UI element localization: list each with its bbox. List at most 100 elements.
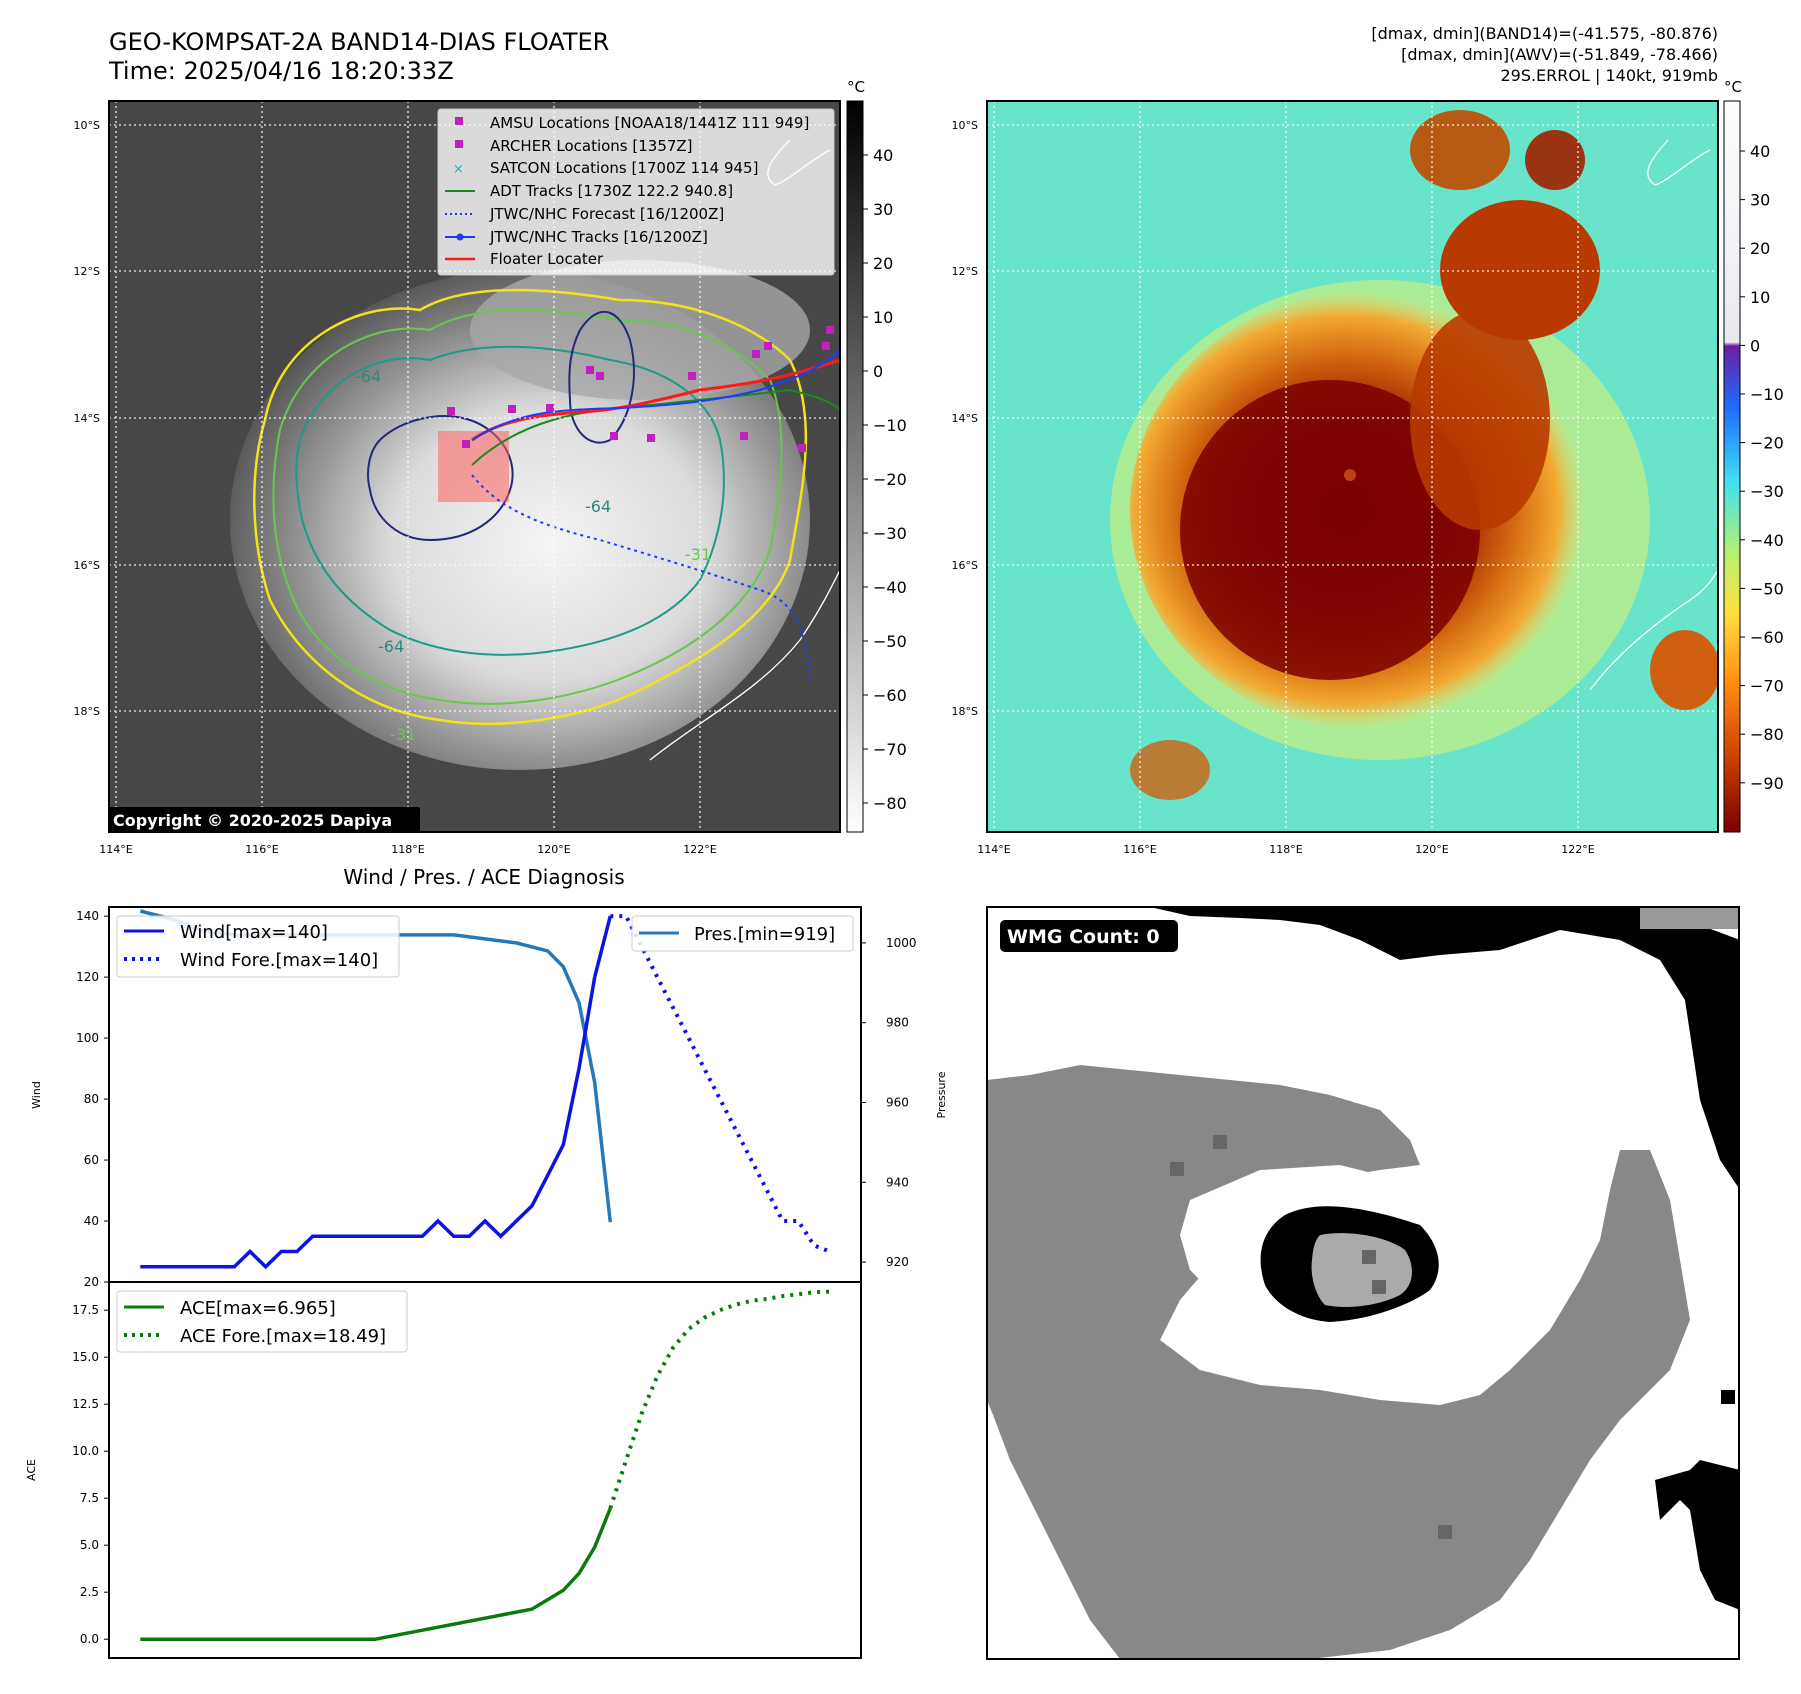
wmg-dark-pixel	[1438, 1525, 1452, 1539]
left-colorbar-ticks: 40 30 20 10 0 −10 −20 −30 −40 −50 −60 −70 −80	[863, 146, 907, 813]
contour-teal	[295, 345, 725, 656]
legend-archer-marker	[455, 140, 463, 148]
legend-wind: Wind[max=140]	[180, 922, 328, 943]
legend-satcon: SATCON Locations [1700Z 114 945]	[490, 159, 758, 177]
diagnosis-title: Wind / Pres. / ACE Diagnosis	[343, 865, 624, 889]
wind-tick-label: 100	[76, 1031, 99, 1045]
contour-navy	[367, 415, 514, 542]
colorbar-tick-label: −20	[873, 470, 907, 489]
lon-label: 122°E	[683, 843, 716, 856]
wind-tick-label: 40	[84, 1214, 99, 1228]
contour-label: -64	[585, 497, 611, 516]
lon-label: 120°E	[1415, 843, 1448, 856]
legend-amsu-marker	[455, 117, 463, 125]
lat-label: 10°S	[74, 119, 100, 132]
colorbar-tick-label: 40	[1750, 142, 1770, 161]
coastline-right	[1589, 569, 1718, 691]
colorbar-tick-label: −80	[873, 794, 907, 813]
colorbar-tick-label: −50	[873, 632, 907, 651]
wind-line-end	[593, 915, 612, 978]
colorbar-tick-label: −60	[873, 686, 907, 705]
figure-time: Time: 2025/04/16 18:20:33Z	[108, 57, 454, 85]
lon-label: 116°E	[245, 843, 278, 856]
colorbar-tick-label: 30	[873, 200, 893, 219]
wmg-black-pixel	[1721, 1390, 1735, 1404]
ace-legend: ACE[max=6.965] ACE Fore.[max=18.49]	[116, 1290, 408, 1353]
ace-tick-label: 0.0	[80, 1632, 99, 1646]
colorbar-tick-label: 20	[873, 254, 893, 273]
right-map-gridlines	[987, 101, 1718, 832]
wmg-gray-region	[987, 1065, 1690, 1659]
colorbar-tick-label: −50	[1750, 579, 1784, 598]
colorbar-tick-label: 10	[1750, 288, 1770, 307]
ace-tick-label: 15.0	[72, 1350, 99, 1364]
header-stat-line-2: [dmax, dmin](AWV)=(-51.849, -78.466)	[1401, 45, 1718, 64]
legend-wind-fore: Wind Fore.[max=140]	[180, 950, 378, 971]
wind-tick-label: 20	[84, 1275, 99, 1289]
left-map-lat-labels: 10°S 12°S 14°S 16°S 18°S	[74, 119, 100, 718]
ace-forecast-line	[608, 1289, 830, 1509]
lon-label: 114°E	[99, 843, 132, 856]
wmg-dark-pixel	[1213, 1135, 1227, 1149]
colorbar-tick-label: 10	[873, 308, 893, 327]
colorbar-tick-label: −40	[873, 578, 907, 597]
lat-label: 18°S	[952, 705, 978, 718]
ace-tick-label: 5.0	[80, 1538, 99, 1552]
wind-legend: Wind[max=140] Wind Fore.[max=140]	[116, 915, 400, 978]
lat-label: 14°S	[952, 412, 978, 425]
ace-series	[140, 1289, 830, 1641]
dias-map-panel: 10°S 12°S 14°S 16°S 18°S 114°E 116°E 118…	[952, 78, 1784, 856]
colorbar-tick-label: 20	[1750, 239, 1770, 258]
legend-pres: Pres.[min=919]	[694, 924, 835, 945]
colorbar-tick-label: −70	[1750, 677, 1784, 696]
ace-tick-label: 12.5	[72, 1397, 99, 1411]
pressure-tick-label: 960	[886, 1095, 909, 1109]
colorbar-unit: °C	[847, 78, 865, 96]
lat-label: 16°S	[74, 559, 100, 572]
contour-label: -64	[378, 637, 404, 656]
wmg-gray-corner	[1640, 907, 1739, 929]
ace-tick-label: 7.5	[80, 1491, 99, 1505]
legend-amsu: AMSU Locations [NOAA18/1441Z 111 949]	[490, 114, 809, 132]
pressure-axis-label: Pressure	[935, 1071, 948, 1118]
left-colorbar: °C 40 30 20 10 0 −10 −20 −30 −40 −50 −60 −70 −80	[846, 78, 907, 833]
pressure-tick-label: 940	[886, 1175, 909, 1189]
wmg-eye-gray	[1311, 1233, 1412, 1307]
lon-label: 118°E	[1269, 843, 1302, 856]
legend-ace-fore: ACE Fore.[max=18.49]	[180, 1326, 386, 1347]
right-map-lon-labels: 114°E 116°E 118°E 120°E 122°E	[977, 843, 1594, 856]
wmg-panel: WMG Count: 0	[986, 906, 1740, 1660]
track-jtwc-forecast	[471, 474, 811, 681]
map-legend: AMSU Locations [NOAA18/1441Z 111 949] AR…	[437, 108, 835, 276]
wmg-dark-pixel	[1170, 1162, 1184, 1176]
track-adt	[471, 388, 840, 466]
colorbar-tick-label: −10	[1750, 385, 1784, 404]
right-map-lat-labels: 10°S 12°S 14°S 16°S 18°S	[952, 119, 978, 718]
lon-label: 116°E	[1123, 843, 1156, 856]
colorbar-tick-label: −80	[1750, 725, 1784, 744]
wmg-eye-dark-pixel	[1372, 1280, 1386, 1294]
lon-label: 122°E	[1561, 843, 1594, 856]
wind-y-ticks: 20 40 60 80 100 120 140	[76, 909, 109, 1289]
legend-satcon-marker: ×	[453, 162, 464, 177]
floater-locater-box	[438, 431, 509, 502]
right-colorbar-ticks: 40 30 20 10 0 −10 −20 −30 −40 −50 −60 −70 −80 −90	[1740, 142, 1784, 793]
legend-archer: ARCHER Locations [1357Z]	[490, 137, 693, 155]
coastline	[649, 569, 840, 761]
ace-chart: ACE 0.0 2.5 5.0 7.5 10.0 12.5 15.0 17.5 ACE[max…	[25, 1281, 862, 1659]
colorbar-tick-label: 30	[1750, 191, 1770, 210]
ace-tick-label: 17.5	[72, 1303, 99, 1317]
amsu-markers	[447, 326, 834, 452]
ace-axis-label: ACE	[25, 1459, 38, 1481]
legend-floater: Floater Locater	[490, 250, 604, 268]
wind-tick-label: 120	[76, 970, 99, 984]
wmg-black-top-right	[1150, 907, 1740, 1190]
wind-tick-label: 140	[76, 909, 99, 923]
lon-label: 114°E	[977, 843, 1010, 856]
ace-tick-label: 2.5	[80, 1585, 99, 1599]
ace-y-ticks: 0.0 2.5 5.0 7.5 10.0 12.5 15.0 17.5	[72, 1303, 109, 1646]
copyright: Copyright © 2020-2025 Dapiya	[113, 811, 392, 830]
legend-ace: ACE[max=6.965]	[180, 1298, 336, 1319]
contour-label: -31	[390, 725, 416, 744]
